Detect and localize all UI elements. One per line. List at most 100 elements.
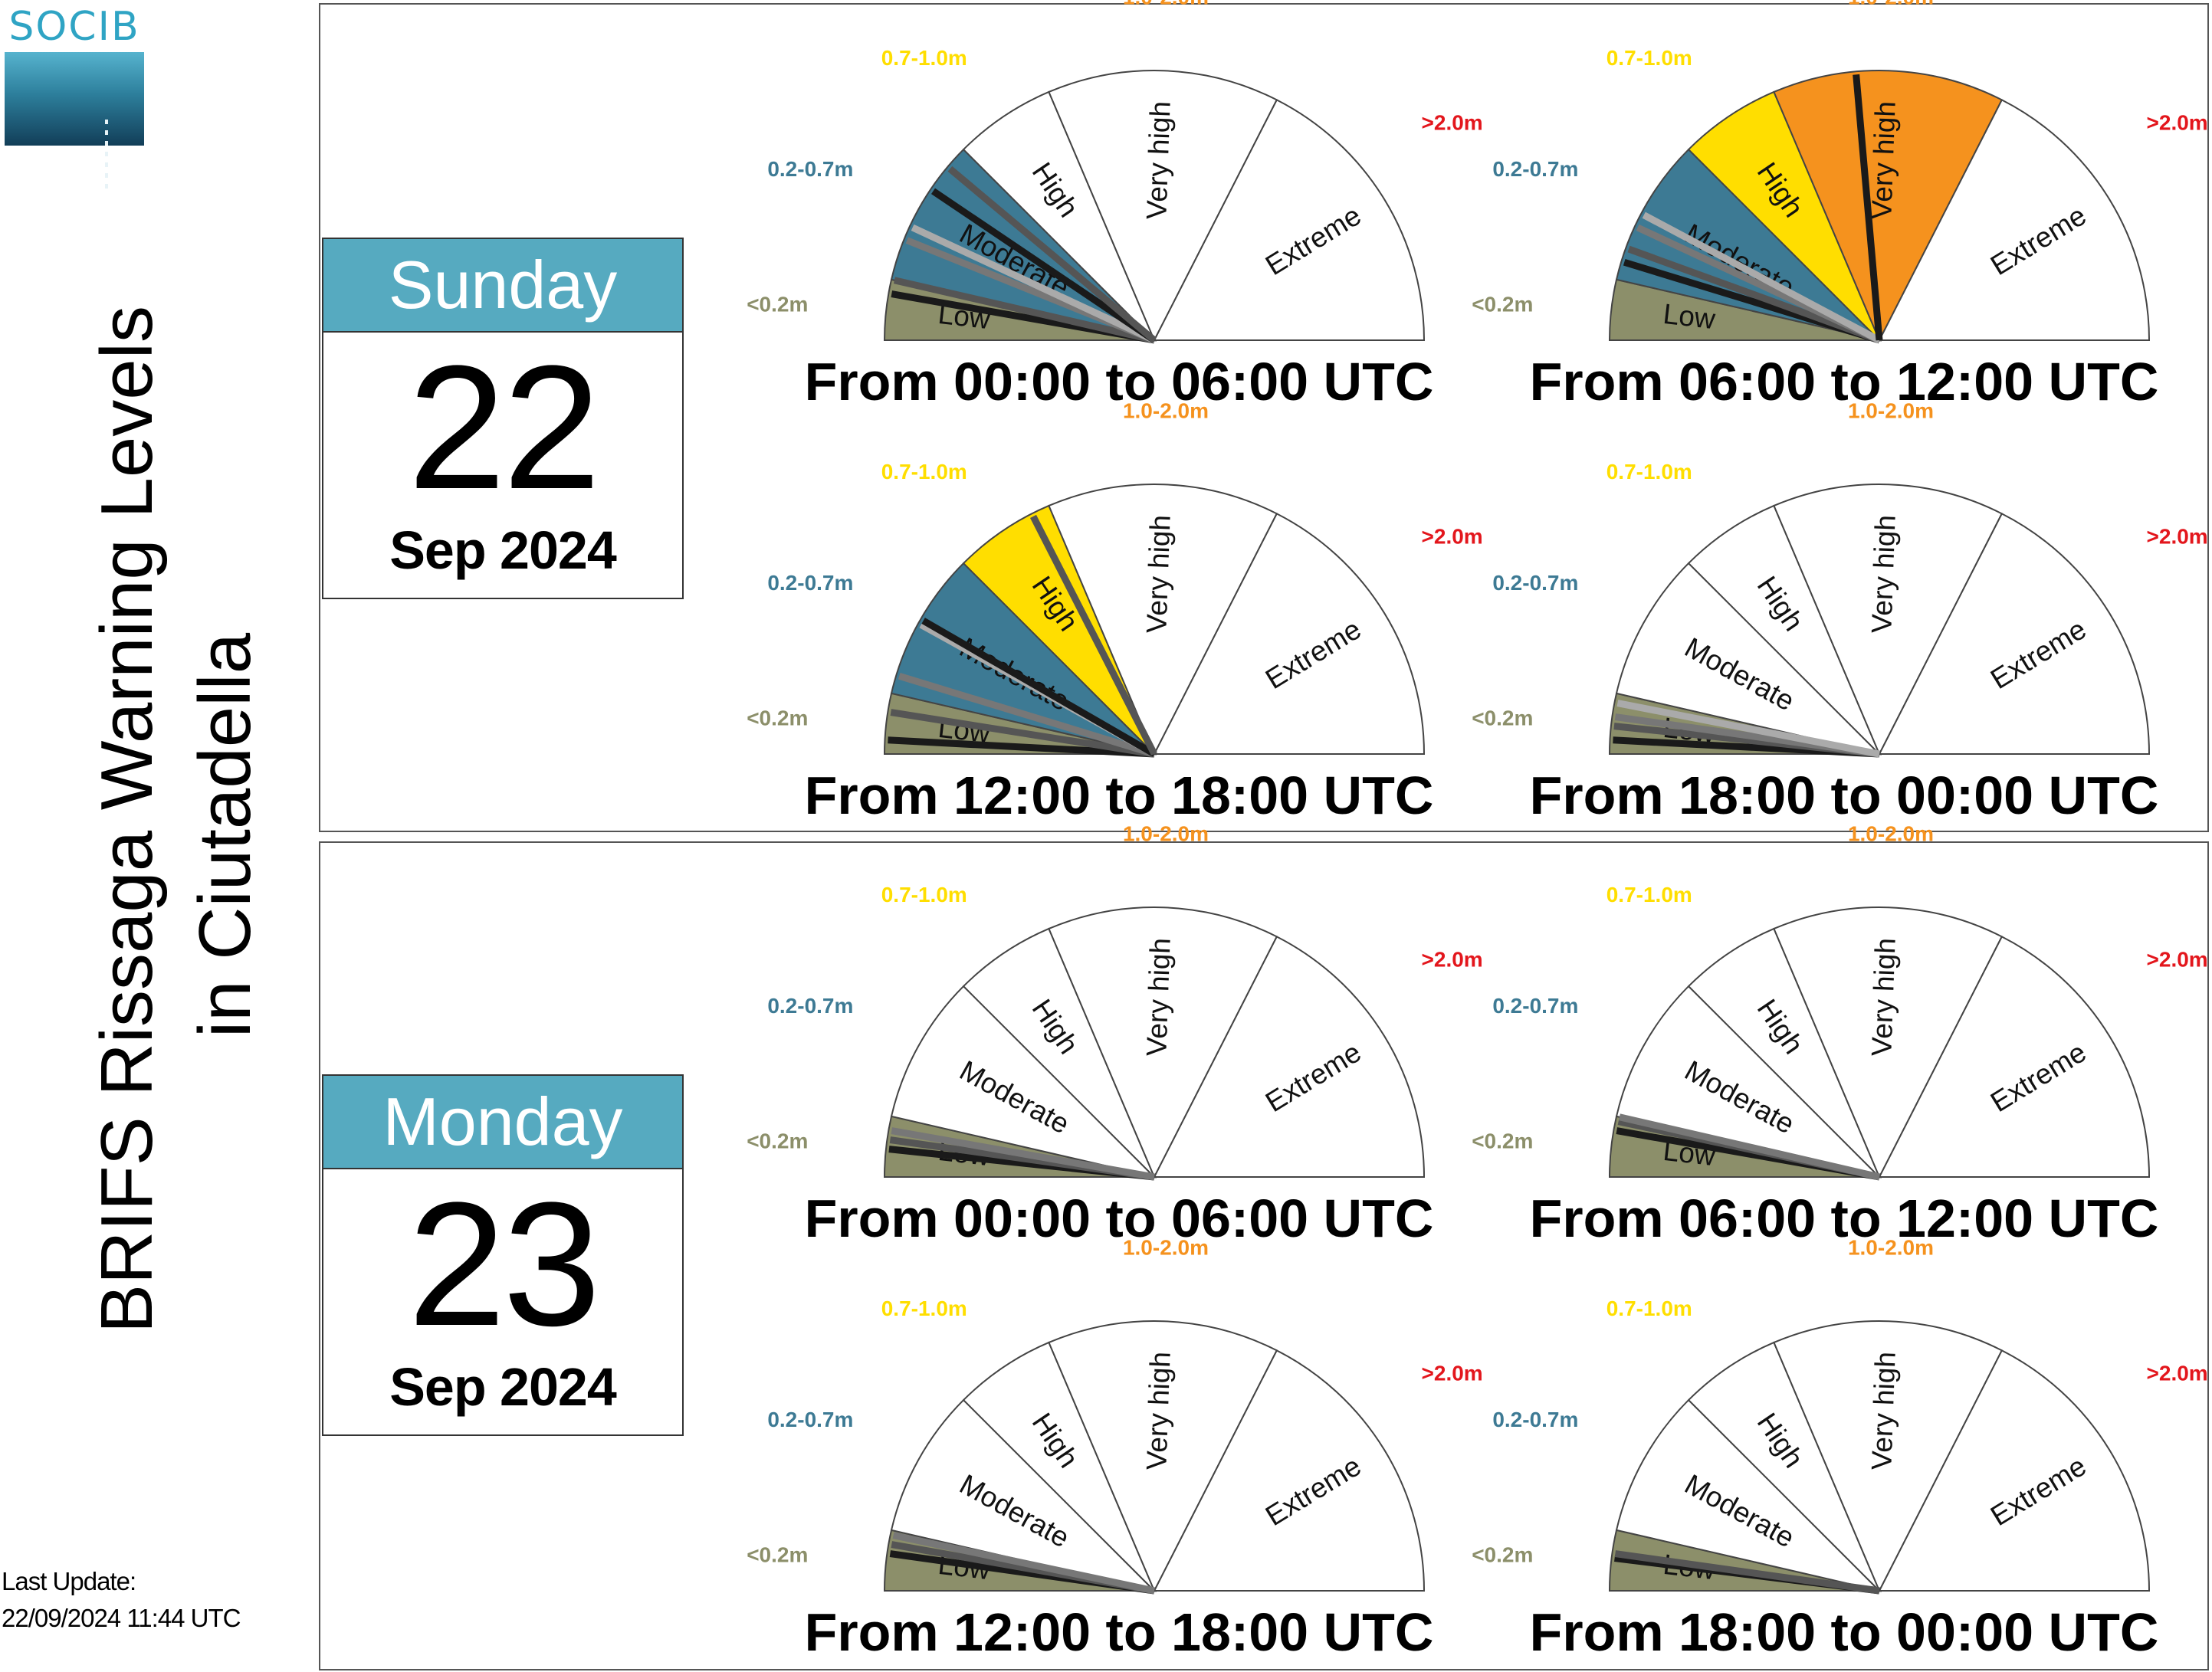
threshold-label: <0.2m bbox=[1472, 1129, 1533, 1152]
gauge-period-label: From 18:00 to 00:00 UTC bbox=[1529, 766, 2159, 825]
threshold-label: <0.2m bbox=[747, 706, 808, 729]
threshold-label: <0.2m bbox=[747, 292, 808, 316]
needle bbox=[911, 224, 1156, 344]
sector-label-very-high: Very high bbox=[1866, 1351, 1901, 1470]
logo-graphic bbox=[5, 52, 144, 189]
last-update-value: 22/09/2024 11:44 UTC bbox=[2, 1604, 241, 1632]
threshold-label: >2.0m bbox=[1422, 1361, 1483, 1385]
gauge-day1-period1: Low Moderate High Very high Extreme <0.2m 0.2-… bbox=[747, 0, 1483, 420]
threshold-label: >2.0m bbox=[2147, 947, 2208, 971]
threshold-label: 1.0-2.0m bbox=[1123, 399, 1209, 423]
needle bbox=[1614, 1550, 1880, 1595]
title-line-2: in Ciutadella bbox=[184, 632, 266, 1038]
logo-text: SOCIB bbox=[8, 4, 140, 50]
sector-label-very-high: Very high bbox=[1140, 100, 1176, 220]
calendar-month-year: Sep 2024 bbox=[389, 1357, 617, 1417]
threshold-label: <0.2m bbox=[747, 1129, 808, 1152]
needle bbox=[892, 1532, 1155, 1595]
sector-extreme bbox=[1153, 99, 1426, 341]
threshold-label: >2.0m bbox=[1422, 524, 1483, 548]
sector-high bbox=[1687, 927, 1880, 1178]
sector-very-high bbox=[1773, 1320, 2004, 1593]
sector-high bbox=[1687, 1341, 1880, 1592]
sector-label-very-high: Very high bbox=[1866, 100, 1901, 220]
gauge-day1-period2: Low Moderate High Very high Extreme <0.2m 0.2-… bbox=[1472, 0, 2208, 420]
threshold-label: 0.7-1.0m bbox=[1606, 460, 1692, 484]
needle bbox=[891, 1127, 1155, 1181]
threshold-label: <0.2m bbox=[747, 1543, 808, 1566]
sector-moderate bbox=[890, 1398, 1157, 1592]
sector-extreme bbox=[1878, 936, 2151, 1178]
sector-high bbox=[962, 1341, 1155, 1592]
calendar-body: 23 Sep 2024 bbox=[322, 1168, 684, 1436]
sector-high bbox=[962, 927, 1155, 1178]
sector-label-very-high: Very high bbox=[1140, 1351, 1176, 1470]
sector-label-low: Low bbox=[1662, 298, 1717, 335]
threshold-label: 0.2-0.7m bbox=[767, 571, 853, 595]
threshold-label: 0.2-0.7m bbox=[1492, 1408, 1578, 1431]
calendar-day-1: Sunday 22 Sep 2024 bbox=[322, 238, 684, 599]
gauge-day2-period2: Low Moderate High Very high Extreme <0.2m 0.2-… bbox=[1472, 822, 2208, 1257]
threshold-label: 0.2-0.7m bbox=[767, 157, 853, 181]
sector-label-very-high: Very high bbox=[1866, 514, 1901, 634]
gauge-period-label: From 12:00 to 18:00 UTC bbox=[804, 1602, 1434, 1662]
threshold-label: >2.0m bbox=[2147, 524, 2208, 548]
gauge-period-label: From 18:00 to 00:00 UTC bbox=[1529, 1602, 2159, 1662]
threshold-label: 1.0-2.0m bbox=[1848, 822, 1934, 846]
gauge-period-label: From 00:00 to 06:00 UTC bbox=[804, 1188, 1434, 1248]
logo-dots bbox=[105, 120, 108, 189]
sector-very-high bbox=[1773, 70, 2004, 343]
threshold-label: 0.7-1.0m bbox=[1606, 1297, 1692, 1320]
calendar-month-year: Sep 2024 bbox=[389, 520, 617, 580]
sector-moderate bbox=[1615, 148, 1882, 342]
threshold-label: >2.0m bbox=[1422, 110, 1483, 134]
threshold-label: >2.0m bbox=[2147, 1361, 2208, 1385]
gauge-period-label: From 06:00 to 12:00 UTC bbox=[1529, 352, 2159, 411]
sector-moderate bbox=[890, 562, 1157, 756]
needle bbox=[1642, 211, 1882, 343]
sector-label-very-high: Very high bbox=[1140, 514, 1176, 634]
needle bbox=[888, 736, 1155, 758]
threshold-label: 0.7-1.0m bbox=[881, 46, 967, 70]
sector-moderate bbox=[1615, 1398, 1882, 1592]
threshold-label: 0.7-1.0m bbox=[881, 460, 967, 484]
gauge-period-label: From 06:00 to 12:00 UTC bbox=[1529, 1188, 2159, 1248]
threshold-label: <0.2m bbox=[1472, 706, 1533, 729]
threshold-label: 0.7-1.0m bbox=[881, 1297, 967, 1320]
sector-extreme bbox=[1878, 513, 2151, 755]
needle bbox=[1616, 700, 1880, 758]
sector-extreme bbox=[1153, 513, 1426, 755]
threshold-label: 1.0-2.0m bbox=[1848, 1236, 1934, 1260]
sector-moderate bbox=[1615, 562, 1882, 756]
threshold-label: 0.2-0.7m bbox=[1492, 157, 1578, 181]
sector-extreme bbox=[1878, 99, 2151, 341]
needle bbox=[893, 277, 1156, 344]
calendar-weekday: Monday bbox=[322, 1074, 684, 1169]
day-panel-1 bbox=[319, 3, 2209, 832]
calendar-day-number: 23 bbox=[408, 1165, 601, 1362]
sector-moderate bbox=[890, 985, 1157, 1179]
needle bbox=[1853, 74, 1883, 341]
page-title: BRIFS Rissaga Warning Levels in Ciutadel… bbox=[78, 306, 274, 1333]
needle bbox=[947, 166, 1157, 343]
threshold-label: 0.7-1.0m bbox=[881, 883, 967, 906]
socib-logo: SOCIB bbox=[5, 4, 144, 189]
sector-high bbox=[962, 90, 1155, 341]
last-update-label: Last Update: bbox=[2, 1567, 136, 1595]
sector-extreme bbox=[1153, 936, 1426, 1178]
calendar-body: 22 Sep 2024 bbox=[322, 331, 684, 599]
sector-high bbox=[1687, 504, 1880, 755]
needle bbox=[1627, 245, 1881, 344]
calendar-day-2: Monday 23 Sep 2024 bbox=[322, 1074, 684, 1436]
threshold-label: 0.7-1.0m bbox=[1606, 883, 1692, 906]
sector-high bbox=[962, 504, 1155, 755]
threshold-label: 0.7-1.0m bbox=[1606, 46, 1692, 70]
title-line-1: BRIFS Rissaga Warning Levels bbox=[86, 306, 168, 1333]
